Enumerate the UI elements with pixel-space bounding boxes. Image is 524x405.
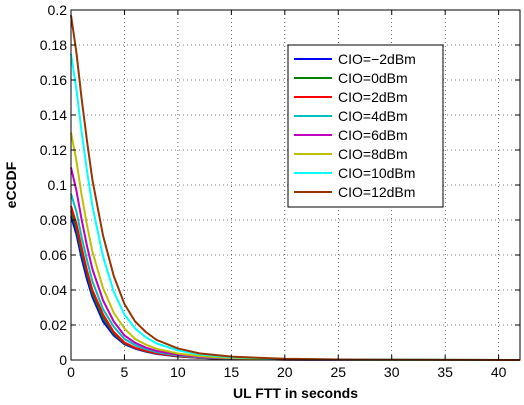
legend-label: CIO=10dBm <box>338 165 415 181</box>
legend-label: CIO=4dBm <box>338 108 408 124</box>
x-tick-label: 20 <box>277 364 293 380</box>
x-tick-label: 35 <box>437 364 453 380</box>
y-tick-label: 0.2 <box>48 2 68 18</box>
y-tick-label: 0.04 <box>40 282 67 298</box>
x-tick-label: 40 <box>491 364 507 380</box>
legend-label: CIO=12dBm <box>338 184 415 200</box>
legend-label: CIO=8dBm <box>338 146 408 162</box>
y-tick-label: 0.06 <box>40 247 67 263</box>
x-tick-label: 10 <box>170 364 186 380</box>
y-tick-label: 0.18 <box>40 37 67 53</box>
y-tick-label: 0.16 <box>40 72 67 88</box>
legend: CIO=−2dBm CIO=0dBm CIO=2dBm CIO=4dBm CIO=6dB… <box>287 44 444 208</box>
x-tick-label: 25 <box>330 364 346 380</box>
y-tick-label: 0.14 <box>40 107 67 123</box>
x-tick-label: 5 <box>121 364 129 380</box>
y-tick-label: 0.12 <box>40 142 67 158</box>
legend-label: CIO=2dBm <box>338 89 408 105</box>
y-tick-label: 0.1 <box>48 177 68 193</box>
legend-label: CIO=0dBm <box>338 70 408 86</box>
y-tick-label: 0 <box>59 352 67 368</box>
legend-box <box>287 44 444 208</box>
x-tick-label: 30 <box>384 364 400 380</box>
x-axis-label: UL FTT in seconds <box>233 385 358 401</box>
legend-label: CIO=−2dBm <box>338 51 416 67</box>
x-tick-label: 15 <box>224 364 240 380</box>
y-axis-label: eCCDF <box>3 161 19 208</box>
x-tick-label: 0 <box>67 364 75 380</box>
y-tick-label: 0.02 <box>40 317 67 333</box>
legend-label: CIO=6dBm <box>338 127 408 143</box>
ticks: 0 5 10 15 20 25 30 35 40 0 0.02 0.04 0.06 0.08 0.1 0.12… <box>40 2 520 380</box>
y-tick-label: 0.08 <box>40 212 67 228</box>
